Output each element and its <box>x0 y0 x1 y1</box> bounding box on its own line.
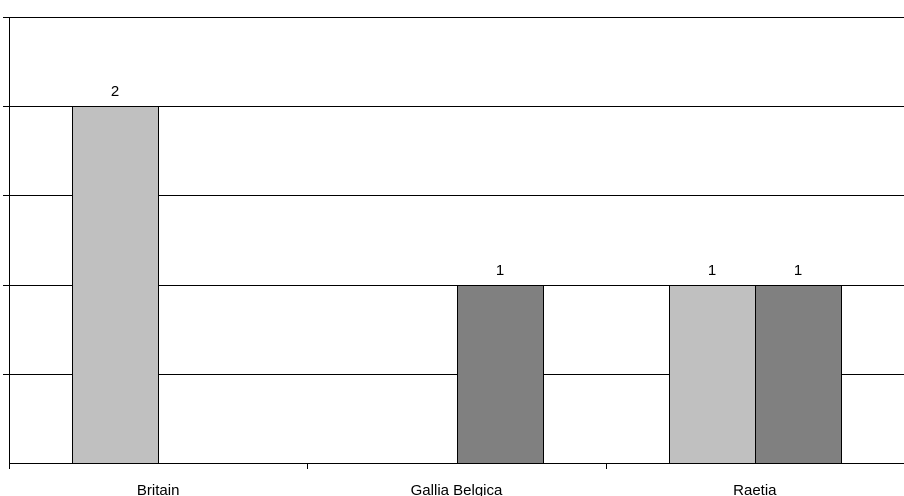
bar-gallia-belgica-series-2 <box>457 285 544 464</box>
x-tick-label: Britain <box>137 482 180 496</box>
data-label: 1 <box>794 262 802 279</box>
x-tick-label: Raetia <box>733 482 777 496</box>
bar-britain-series-1 <box>72 106 159 464</box>
x-tick-label: Gallia Belgica <box>411 482 503 496</box>
x-axis-ticks: Britain Gallia Belgica Raetia <box>9 463 777 496</box>
data-label: 2 <box>111 83 119 100</box>
data-label: 1 <box>708 262 716 279</box>
data-labels: 2 1 1 1 <box>111 83 802 279</box>
data-label: 1 <box>496 262 504 279</box>
axes <box>9 17 904 464</box>
bar-raetia-series-1 <box>669 285 756 464</box>
bar-raetia-series-2 <box>755 285 842 464</box>
